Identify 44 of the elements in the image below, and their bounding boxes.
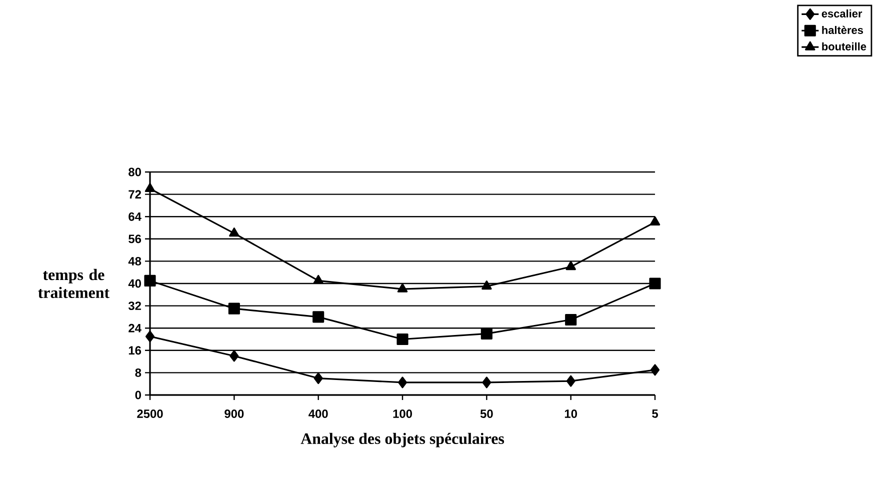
y-tick-label: 72 bbox=[128, 190, 141, 198]
y-tick-label: 16 bbox=[128, 346, 142, 355]
point bbox=[482, 280, 492, 290]
x-tick-label: 5 bbox=[652, 410, 658, 418]
y-tick-label: 80 bbox=[128, 168, 141, 176]
point bbox=[650, 216, 660, 226]
legend-label: bouteille bbox=[822, 42, 866, 50]
y-tick-label: 56 bbox=[128, 234, 142, 244]
point bbox=[649, 278, 661, 290]
point bbox=[313, 274, 324, 284]
point bbox=[144, 182, 156, 192]
y-tick-label: 0 bbox=[135, 390, 141, 400]
point bbox=[565, 314, 577, 326]
x-tick-label: 900 bbox=[224, 410, 244, 418]
y-tick-label: 8 bbox=[135, 368, 142, 377]
point bbox=[314, 372, 323, 384]
point bbox=[228, 302, 240, 314]
point bbox=[566, 260, 576, 270]
x-tick-label: 50 bbox=[480, 410, 493, 418]
point bbox=[312, 311, 324, 323]
x-tick-label: 10 bbox=[564, 410, 577, 418]
y-tick-label: 40 bbox=[128, 279, 141, 288]
point bbox=[482, 376, 492, 388]
point bbox=[396, 333, 408, 346]
y-tick-label: 64 bbox=[128, 212, 142, 221]
point bbox=[398, 376, 408, 388]
y-tick-label: 48 bbox=[128, 256, 142, 266]
point bbox=[650, 364, 660, 376]
point bbox=[145, 330, 155, 342]
point bbox=[230, 350, 239, 362]
point bbox=[397, 283, 408, 292]
y-axis-title: temps de traitement bbox=[38, 268, 110, 298]
y-tick-label: 24 bbox=[128, 324, 142, 332]
x-tick-label: 400 bbox=[308, 410, 328, 418]
legend-label: escalier bbox=[822, 9, 862, 18]
legend-label: haltères bbox=[822, 26, 863, 34]
x-axis-title: Analyse des objets spéculaires bbox=[300, 432, 504, 448]
point bbox=[480, 328, 492, 340]
x-tick-label: 2500 bbox=[137, 410, 163, 418]
point bbox=[144, 274, 156, 286]
x-tick-label: 100 bbox=[393, 410, 412, 418]
y-tick-label: 32 bbox=[128, 302, 141, 310]
point bbox=[229, 228, 240, 237]
point bbox=[566, 375, 576, 387]
